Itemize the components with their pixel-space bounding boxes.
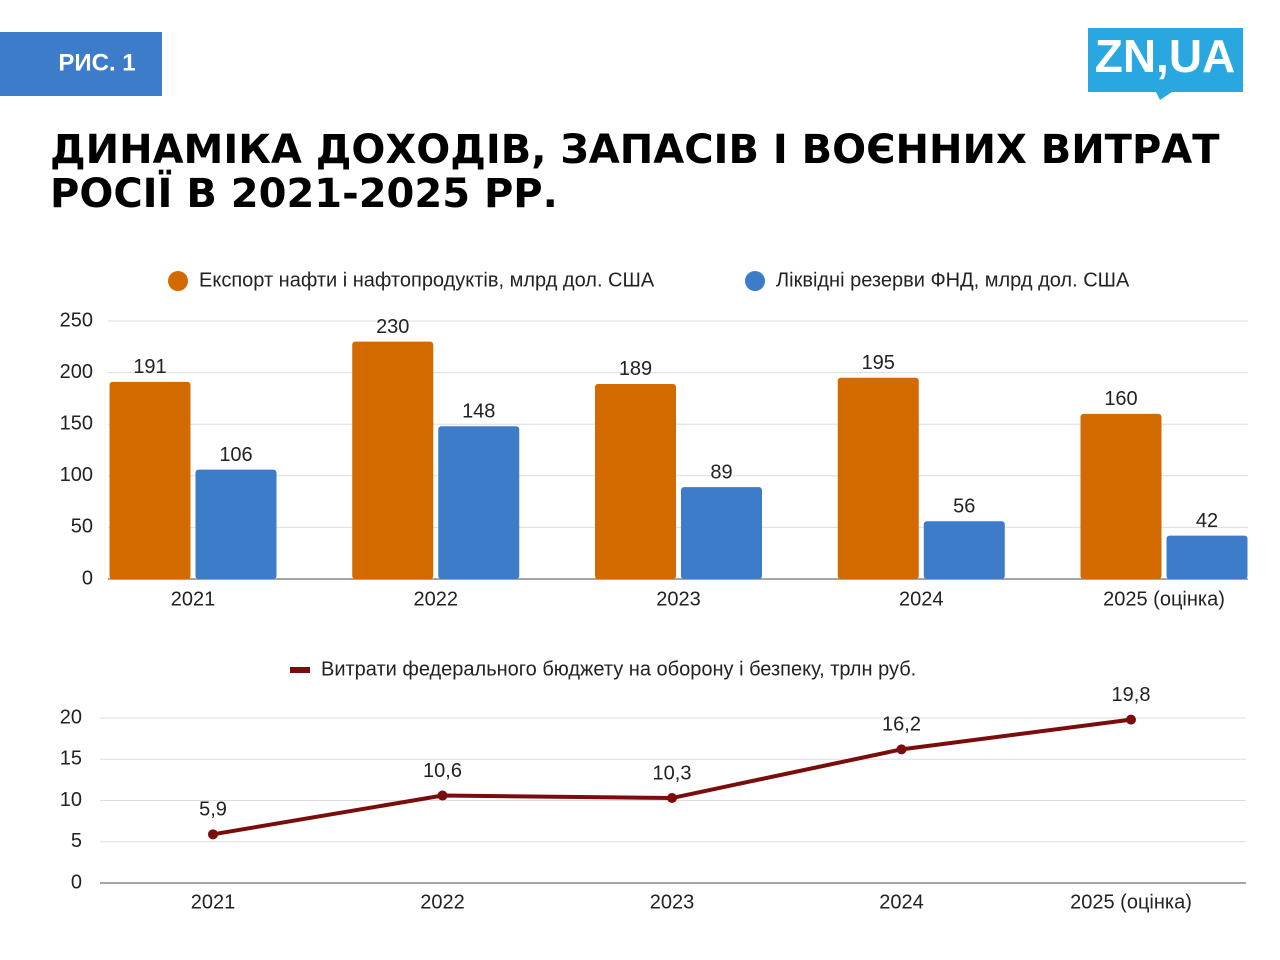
y-tick-label: 10 [60, 789, 82, 811]
x-tick-label: 2024 [899, 588, 944, 610]
value-label: 191 [133, 356, 166, 378]
bar [1080, 413, 1162, 579]
point [437, 790, 448, 801]
y-tick-label: 100 [60, 464, 93, 486]
badge: РИС. 1 [58, 49, 135, 76]
value-label: 106 [219, 444, 252, 466]
value-label: 160 [1104, 388, 1137, 410]
bar [438, 426, 520, 579]
x-tick-label: 2022 [420, 891, 465, 913]
legend-label: Експорт нафти і нафтопродуктів, млрд дол… [199, 269, 655, 291]
y-tick-label: 0 [71, 871, 82, 893]
legend-swatch [290, 667, 310, 673]
bar [837, 377, 919, 579]
bar [352, 341, 434, 579]
legend-swatch [745, 271, 765, 291]
badge-box [0, 32, 162, 96]
x-tick-label: 2025 (оцінка) [1103, 588, 1225, 610]
title: ДИНАМІКА ДОХОДІВ, ЗАПАСІВ І ВОЄННИХ ВИТР… [50, 127, 1220, 173]
y-tick-label: 250 [60, 309, 93, 331]
y-tick-label: 50 [71, 516, 93, 538]
value-label: 56 [953, 495, 975, 517]
x-tick-label: 2022 [414, 588, 459, 610]
point [667, 793, 677, 804]
value-label: 89 [710, 461, 732, 483]
legend-swatch [168, 271, 188, 291]
bar [1166, 535, 1248, 579]
x-tick-label: 2025 (оцінка) [1070, 891, 1192, 913]
point [1126, 714, 1136, 725]
logo-box [1088, 28, 1243, 100]
y-tick-label: 5 [71, 830, 82, 852]
y-tick-label: 200 [60, 361, 93, 383]
value-label: 148 [462, 401, 495, 423]
value-label: 10,6 [423, 760, 462, 782]
value-label: 42 [1196, 510, 1218, 532]
value-label: 195 [862, 352, 895, 374]
y-tick-label: 15 [60, 748, 82, 770]
value-label: 230 [376, 316, 409, 338]
value-label: 16,2 [882, 714, 921, 736]
title: РОСІЇ В 2021-2025 РР. [50, 169, 558, 217]
x-tick-label: 2023 [656, 588, 701, 610]
y-tick-label: 20 [60, 706, 82, 728]
logo: ZN,UA [1095, 30, 1236, 82]
point [896, 744, 907, 755]
bar [595, 383, 676, 579]
legend-label: Ліквідні резерви ФНД, млрд дол. США [776, 269, 1130, 291]
value-label: 189 [619, 358, 652, 380]
value-label: 10,3 [653, 762, 692, 784]
y-tick-label: 150 [60, 412, 93, 434]
value-label: 5,9 [199, 799, 227, 821]
bar [109, 381, 191, 579]
value-label: 19,8 [1112, 684, 1151, 706]
bar [681, 487, 762, 579]
x-tick-label: 2024 [879, 891, 924, 913]
y-tick-label: 0 [82, 567, 93, 589]
point [208, 829, 218, 840]
x-tick-label: 2021 [171, 588, 216, 610]
bar [923, 521, 1005, 579]
x-tick-label: 2021 [191, 891, 236, 913]
x-tick-label: 2023 [650, 891, 695, 913]
legend-label: Витрати федерального бюджету на оборону … [321, 658, 916, 680]
bar [195, 469, 277, 579]
